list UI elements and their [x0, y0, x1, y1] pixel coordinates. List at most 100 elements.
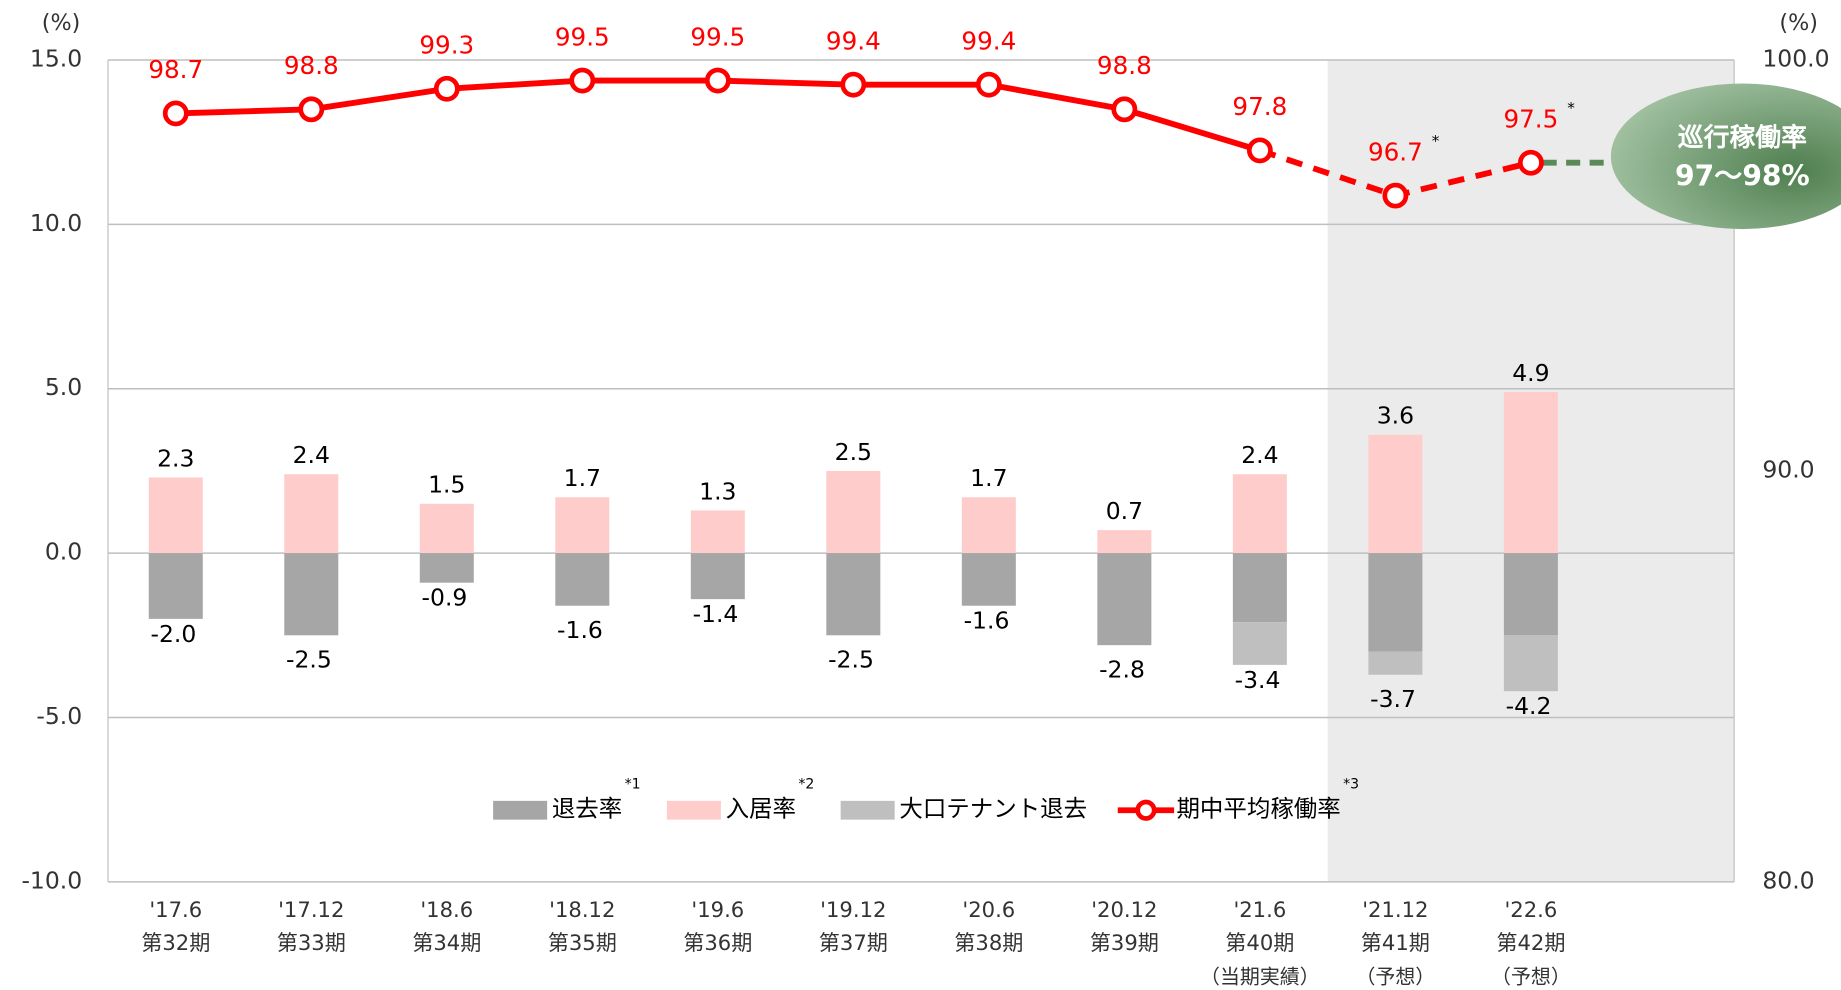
- legend-swatch: [840, 800, 895, 820]
- y2-tick-label: 90.0: [1762, 455, 1814, 483]
- bar: [690, 510, 745, 554]
- bar-label: 1.7: [564, 464, 601, 492]
- bar-total-label: -2.8: [1099, 655, 1145, 683]
- x-tick-label: '19.12: [820, 897, 886, 922]
- line-label: 99.3: [419, 30, 474, 59]
- legend-note: *3: [1343, 776, 1359, 792]
- bar-total-label: -1.6: [964, 607, 1010, 635]
- line-label-mark: *: [1432, 132, 1440, 150]
- y-tick-label: 10.0: [30, 209, 82, 237]
- x-tick-label: '21.12: [1362, 897, 1428, 922]
- line-label-mark: *: [1567, 99, 1575, 117]
- x-tick-label: '18.6: [420, 897, 473, 922]
- bar: [1232, 474, 1287, 554]
- x-tick-label: '19.6: [691, 897, 744, 922]
- bar: [1368, 553, 1423, 652]
- bar-label: 1.3: [699, 477, 736, 505]
- legend-note: *1: [625, 776, 641, 792]
- bar: [1503, 553, 1558, 636]
- bar: [1368, 434, 1423, 554]
- x-tick-label: '21.6: [1233, 897, 1286, 922]
- x-period-label: 第41期: [1361, 930, 1430, 955]
- legend-label: 期中平均稼働率: [1176, 795, 1340, 823]
- bar: [1097, 553, 1152, 646]
- y2-tick-label: 80.0: [1762, 866, 1814, 894]
- line-label: 98.8: [284, 51, 339, 80]
- bar: [555, 553, 610, 606]
- x-period-label: 第33期: [277, 930, 346, 955]
- y-tick-label: 0.0: [45, 538, 82, 566]
- callout-text: 97～98%: [1675, 159, 1810, 192]
- bar: [148, 553, 203, 619]
- bar-total-label: -0.9: [422, 584, 468, 612]
- bar: [148, 477, 203, 554]
- line-point: [1517, 149, 1544, 176]
- y-tick-label: -5.0: [36, 702, 82, 730]
- line-label: 97.5: [1503, 104, 1558, 133]
- y-tick-label: 5.0: [45, 373, 82, 401]
- x-period-label: 第39期: [1090, 930, 1159, 955]
- legend-note: *2: [798, 776, 814, 792]
- bar: [826, 553, 881, 636]
- x-note-label: （予想）: [1355, 965, 1435, 989]
- x-tick-label: '18.12: [549, 897, 615, 922]
- y-tick-label: -10.0: [21, 866, 82, 894]
- line-label: 96.7: [1368, 137, 1423, 166]
- bar-label: 2.4: [1241, 441, 1278, 469]
- bar-label: 4.9: [1512, 359, 1549, 387]
- legend-label: 退去率: [552, 795, 622, 823]
- x-tick-label: '17.6: [149, 897, 202, 922]
- bar-total-label: -3.7: [1370, 685, 1416, 713]
- x-period-label: 第32期: [141, 930, 210, 955]
- x-tick-label: '17.12: [278, 897, 344, 922]
- line-label: 99.4: [961, 26, 1016, 55]
- x-note-label: （予想）: [1491, 965, 1571, 989]
- legend-marker: [1135, 799, 1157, 821]
- y-unit: (%): [42, 10, 81, 36]
- x-period-label: 第34期: [412, 930, 481, 955]
- y2-tick-label: 100.0: [1762, 44, 1829, 72]
- line-label: 98.7: [148, 55, 203, 84]
- legend-swatch: [666, 800, 721, 820]
- bar-label: 1.7: [970, 464, 1007, 492]
- line-label: 99.5: [690, 22, 745, 51]
- line-point: [840, 71, 867, 98]
- callout-bubble: [1610, 83, 1841, 230]
- x-period-label: 第42期: [1496, 930, 1565, 955]
- callout-title: 巡行稼働率: [1678, 122, 1807, 153]
- x-tick-label: '20.12: [1091, 897, 1157, 922]
- line-point: [1382, 182, 1409, 209]
- line-point: [298, 96, 325, 123]
- line-label: 97.8: [1232, 92, 1287, 121]
- bar: [284, 474, 339, 554]
- y-tick-label: 15.0: [30, 44, 82, 72]
- line-point: [1246, 137, 1273, 164]
- x-tick-label: '20.6: [962, 897, 1015, 922]
- line-point: [704, 67, 731, 94]
- bar-total-label: -2.5: [828, 646, 874, 674]
- bar: [1232, 622, 1287, 665]
- legend-label: 入居率: [726, 795, 796, 823]
- bar: [284, 553, 339, 636]
- line-point: [975, 71, 1002, 98]
- bar: [1503, 635, 1558, 692]
- bar: [419, 503, 474, 554]
- bar-total-label: -3.4: [1235, 666, 1281, 694]
- bar: [690, 553, 745, 600]
- legend-swatch: [493, 800, 548, 820]
- bar: [419, 553, 474, 583]
- bar-label: 0.7: [1106, 497, 1143, 525]
- bar-total-label: -2.5: [286, 646, 332, 674]
- line-label: 99.4: [826, 26, 881, 55]
- bar-label: 1.5: [428, 471, 465, 499]
- line-point: [162, 100, 189, 127]
- x-tick-label: '22.6: [1504, 897, 1557, 922]
- bar: [555, 497, 610, 554]
- x-period-label: 第40期: [1225, 930, 1294, 955]
- x-period-label: 第38期: [954, 930, 1023, 955]
- bar-label: 2.4: [293, 441, 330, 469]
- line-point: [433, 75, 460, 102]
- x-period-label: 第37期: [819, 930, 888, 955]
- line-label: 99.5: [555, 22, 610, 51]
